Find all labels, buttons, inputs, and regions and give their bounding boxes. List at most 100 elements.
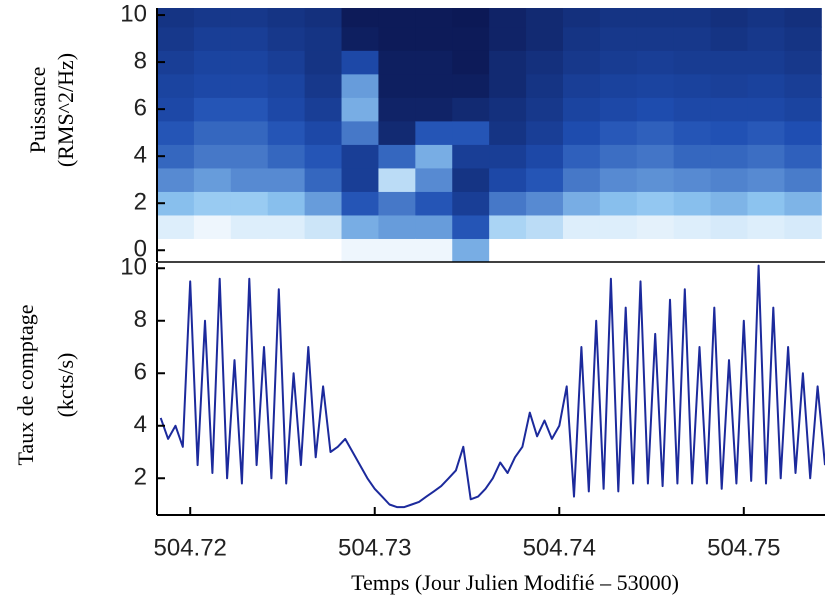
heatmap-cell <box>193 8 232 28</box>
heatmap-cell <box>193 238 232 262</box>
heatmap-cell <box>415 120 453 145</box>
heatmap-cell <box>378 26 416 51</box>
x-tick-label: 504.75 <box>707 534 780 561</box>
heatmap-cell <box>489 26 527 51</box>
heatmap-cell <box>193 120 232 145</box>
heatmap-cell <box>526 238 564 262</box>
heatmap-cell <box>157 8 195 28</box>
y-axis-label: (RMS^2/Hz) <box>53 53 78 167</box>
heatmap-cell <box>341 50 379 75</box>
heatmap-cell <box>636 73 675 98</box>
heatmap-cell <box>267 97 306 122</box>
heatmap-cell <box>526 120 564 145</box>
heatmap-cell <box>304 26 343 51</box>
heatmap-cell <box>267 50 306 75</box>
heatmap-cell <box>304 238 343 262</box>
heatmap-cell <box>599 8 638 28</box>
heatmap-cell <box>157 238 195 262</box>
heatmap-cell <box>636 120 675 145</box>
y-tick-label: 10 <box>120 0 147 27</box>
heatmap-cell <box>673 238 712 262</box>
heatmap-cell <box>784 50 822 75</box>
heatmap-cell <box>784 144 822 169</box>
heatmap-cell <box>230 26 269 51</box>
heatmap-cell <box>526 97 564 122</box>
heatmap-cell <box>562 26 601 51</box>
heatmap-cell <box>489 191 527 216</box>
heatmap-cell <box>562 214 601 239</box>
heatmap-cell <box>747 26 785 51</box>
heatmap-cell <box>562 144 601 169</box>
heatmap-cell <box>304 120 343 145</box>
heatmap-cell <box>157 26 195 51</box>
heatmap-cell <box>378 73 416 98</box>
heatmap-cell <box>489 167 527 192</box>
heatmap-cell <box>157 73 195 98</box>
heatmap-cell <box>710 144 748 169</box>
heatmap-cell <box>452 214 490 239</box>
heatmap-cell <box>415 238 453 262</box>
heatmap-cell <box>193 144 232 169</box>
heatmap-cell <box>230 191 269 216</box>
heatmap-cell <box>230 214 269 239</box>
heatmap-cell <box>304 50 343 75</box>
y-tick-label: 2 <box>134 189 147 216</box>
heatmap-cell <box>673 120 712 145</box>
heatmap-cell <box>267 26 306 51</box>
heatmap-cell <box>415 191 453 216</box>
y-tick-label: 2 <box>134 464 147 491</box>
heatmap-cell <box>341 97 379 122</box>
heatmap-cell <box>230 144 269 169</box>
heatmap-cell <box>599 26 638 51</box>
y-axis-label: Taux de comptage <box>13 305 38 466</box>
heatmap-cell <box>452 120 490 145</box>
heatmap-cell <box>489 144 527 169</box>
heatmap-cell <box>784 120 822 145</box>
heatmap-cell <box>378 144 416 169</box>
heatmap-cell <box>747 8 785 28</box>
heatmap-cell <box>636 26 675 51</box>
heatmap-cell <box>267 8 306 28</box>
heatmap-cell <box>747 120 785 145</box>
heatmap-cell <box>193 73 232 98</box>
heatmap-cell <box>599 238 638 262</box>
heatmap-cell <box>193 214 232 239</box>
heatmap-cell <box>710 26 748 51</box>
heatmap-cell <box>304 73 343 98</box>
heatmap-cell <box>415 97 453 122</box>
heatmap-cell <box>378 191 416 216</box>
heatmap-cell <box>526 8 564 28</box>
heatmap-cell <box>267 214 306 239</box>
heatmap-cell <box>415 214 453 239</box>
line-area <box>159 264 825 509</box>
heatmap-cell <box>378 167 416 192</box>
heatmap-cell <box>415 144 453 169</box>
heatmap-cell <box>267 120 306 145</box>
heatmap-cell <box>341 214 379 239</box>
heatmap-cell <box>341 144 379 169</box>
heatmap-cell <box>526 144 564 169</box>
heatmap-cell <box>636 97 675 122</box>
heatmap-cell <box>673 191 712 216</box>
heatmap-cell <box>710 167 748 192</box>
y-tick-label: 4 <box>134 142 147 169</box>
y-tick-label: 4 <box>134 411 147 438</box>
heatmap-cell <box>636 191 675 216</box>
heatmap-cell <box>599 144 638 169</box>
heatmap-cell <box>784 238 822 262</box>
heatmap-cell <box>452 191 490 216</box>
heatmap-cell <box>710 120 748 145</box>
heatmap-cell <box>710 238 748 262</box>
x-tick-label: 504.72 <box>154 534 227 561</box>
heatmap-cell <box>489 214 527 239</box>
heatmap-cell <box>267 191 306 216</box>
heatmap-cell <box>157 214 195 239</box>
heatmap-cell <box>230 167 269 192</box>
heatmap-cell <box>230 97 269 122</box>
heatmap-cell <box>562 73 601 98</box>
heatmap-cell <box>599 97 638 122</box>
heatmap-cell <box>452 26 490 51</box>
heatmap-cell <box>747 191 785 216</box>
heatmap-cell <box>378 97 416 122</box>
heatmap-cell <box>341 238 379 262</box>
